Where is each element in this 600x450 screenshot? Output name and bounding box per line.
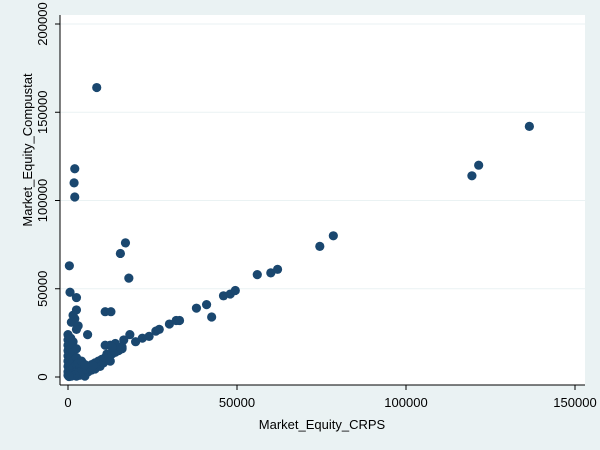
data-points	[63, 82, 534, 382]
data-point-107	[64, 371, 74, 382]
data-point-25	[144, 331, 154, 342]
data-point-95	[117, 344, 127, 354]
data-point-31	[191, 303, 202, 313]
data-point-38	[266, 268, 276, 278]
tick-labels: 0 50000 100000 150000 200000 0 50000 100000 1500…	[35, 2, 597, 410]
data-point-12	[71, 324, 82, 334]
y-tick-label-1: 50000	[35, 271, 50, 307]
data-point-5	[65, 287, 75, 297]
data-point-39	[272, 264, 283, 274]
data-point-60	[68, 337, 78, 347]
data-point-30	[174, 315, 185, 326]
data-point-65	[71, 344, 82, 354]
data-point-89	[105, 356, 115, 366]
x-tick-label-3: 150000	[553, 395, 596, 410]
data-point-41	[328, 231, 338, 241]
axes	[55, 15, 585, 390]
data-point-2	[69, 178, 79, 188]
data-point-19	[125, 330, 135, 340]
data-point-23	[131, 337, 141, 347]
data-point-40	[315, 241, 325, 251]
data-point-43	[474, 160, 484, 170]
data-point-28	[164, 319, 174, 329]
data-point-0	[92, 82, 102, 93]
data-point-104	[88, 360, 98, 371]
data-point-98	[107, 342, 117, 352]
data-point-3	[70, 192, 80, 202]
data-point-4	[64, 261, 74, 271]
y-tick-label-2: 100000	[35, 179, 50, 222]
data-point-42	[467, 171, 477, 181]
data-point-18	[124, 273, 134, 283]
x-tick-label-1: 50000	[219, 395, 255, 410]
y-tick-label-0: 0	[35, 373, 50, 380]
data-point-36	[230, 285, 240, 296]
data-point-27	[154, 324, 164, 334]
x-axis-title: Market_Equity_CRPS	[259, 417, 386, 432]
data-point-33	[207, 312, 217, 322]
data-point-1	[70, 164, 80, 174]
x-tick-label-0: 0	[64, 395, 71, 410]
grid-lines	[60, 23, 585, 290]
y-axis-title: Market_Equity_Compustat	[20, 73, 35, 227]
data-point-32	[201, 300, 212, 310]
data-point-10	[66, 317, 76, 327]
data-point-16	[120, 238, 131, 248]
data-point-37	[252, 270, 262, 280]
y-tick-label-3: 150000	[35, 91, 50, 134]
data-point-17	[115, 248, 125, 259]
data-point-110	[80, 360, 90, 370]
data-point-15	[106, 307, 116, 317]
y-tick-label-4: 200000	[35, 2, 50, 45]
x-tick-label-2: 100000	[384, 395, 427, 410]
data-point-44	[524, 121, 534, 131]
data-point-6	[71, 292, 82, 303]
data-point-20	[119, 335, 129, 345]
data-point-13	[83, 330, 93, 340]
